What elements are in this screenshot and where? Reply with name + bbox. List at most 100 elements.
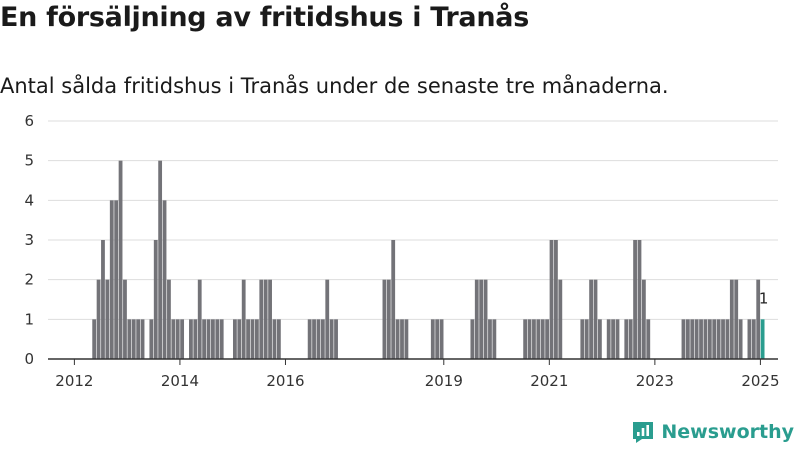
bar xyxy=(105,279,110,359)
bar xyxy=(206,319,211,359)
bar xyxy=(180,319,185,359)
bar xyxy=(488,319,492,359)
highlight-bar xyxy=(760,319,765,359)
bar xyxy=(325,279,330,359)
y-tick-label: 6 xyxy=(24,112,34,130)
bar xyxy=(96,279,101,359)
bar xyxy=(716,319,721,359)
bar xyxy=(479,279,484,359)
bar xyxy=(237,319,242,359)
bar xyxy=(136,319,141,359)
x-tick-label: 2021 xyxy=(530,372,568,390)
bar xyxy=(699,319,703,359)
bar xyxy=(734,279,739,359)
bar-chart: 0 1 2 3 4 5 6 1 2012 2014 2016 2019 2021 2023 2025 xyxy=(24,112,779,390)
bar xyxy=(597,319,602,359)
bar xyxy=(549,240,554,359)
bar xyxy=(312,319,316,359)
bar xyxy=(215,319,220,359)
bar xyxy=(395,319,400,359)
bar xyxy=(681,319,686,359)
bar xyxy=(197,279,202,359)
bar xyxy=(712,319,717,359)
y-tick-label: 1 xyxy=(24,310,34,328)
bar xyxy=(276,319,281,359)
bar xyxy=(492,319,497,359)
newsworthy-logo-icon xyxy=(633,422,654,443)
bar xyxy=(694,319,699,359)
bar xyxy=(219,319,224,359)
y-tick-label: 4 xyxy=(24,191,34,209)
bar xyxy=(593,279,598,359)
bar xyxy=(307,319,312,359)
bar xyxy=(611,319,615,359)
bar xyxy=(272,319,277,359)
bar xyxy=(109,200,114,359)
bar xyxy=(127,319,132,359)
bar xyxy=(589,279,594,359)
bar xyxy=(430,319,435,359)
bar xyxy=(140,319,145,359)
bar xyxy=(92,319,97,359)
bar xyxy=(320,319,325,359)
bar xyxy=(167,279,171,359)
bar xyxy=(483,279,488,359)
bar xyxy=(690,319,695,359)
bar xyxy=(246,319,250,359)
x-tick-label: 2019 xyxy=(425,372,463,390)
bar xyxy=(474,279,479,359)
bar xyxy=(633,240,637,359)
bar xyxy=(171,319,176,359)
chart-title: En försäljning av fritidshus i Tranås xyxy=(0,2,529,33)
bar xyxy=(268,279,272,359)
bar xyxy=(101,240,105,359)
bar xyxy=(241,279,246,359)
bar xyxy=(558,279,563,359)
bar xyxy=(527,319,532,359)
bar xyxy=(316,319,321,359)
bar xyxy=(624,319,629,359)
bar xyxy=(404,319,409,359)
x-tick-label: 2025 xyxy=(741,372,779,390)
bar xyxy=(439,319,444,359)
bar xyxy=(263,279,268,359)
bar xyxy=(232,319,237,359)
bar xyxy=(523,319,528,359)
bar xyxy=(747,319,752,359)
bar xyxy=(131,319,136,359)
data-label: 1 xyxy=(759,289,769,307)
bar xyxy=(202,319,207,359)
bar xyxy=(545,319,550,359)
brand-logo[interactable]: Newsworthy xyxy=(631,420,794,444)
bar xyxy=(250,319,255,359)
bar xyxy=(641,279,646,359)
bar xyxy=(703,319,708,359)
bar xyxy=(158,160,163,359)
bar xyxy=(149,319,154,359)
bar xyxy=(189,319,193,359)
bar xyxy=(554,240,558,359)
bar xyxy=(175,319,180,359)
y-tick-label: 2 xyxy=(24,271,34,289)
bar xyxy=(751,319,756,359)
bar xyxy=(400,319,404,359)
bar xyxy=(118,160,123,359)
bar xyxy=(637,240,642,359)
bar xyxy=(435,319,440,359)
bar xyxy=(382,279,387,359)
bar xyxy=(532,319,536,359)
bar xyxy=(123,279,127,359)
y-tick-label: 0 xyxy=(24,350,34,368)
bar xyxy=(721,319,725,359)
bar xyxy=(540,319,545,359)
brand-name: Newsworthy xyxy=(661,421,794,443)
x-tick-label: 2014 xyxy=(161,372,199,390)
x-tick-label: 2016 xyxy=(266,372,304,390)
bar xyxy=(606,319,611,359)
bar xyxy=(193,319,198,359)
bar xyxy=(685,319,690,359)
bar xyxy=(536,319,541,359)
bar xyxy=(470,319,475,359)
bar xyxy=(259,279,264,359)
x-tick-label: 2023 xyxy=(636,372,674,390)
